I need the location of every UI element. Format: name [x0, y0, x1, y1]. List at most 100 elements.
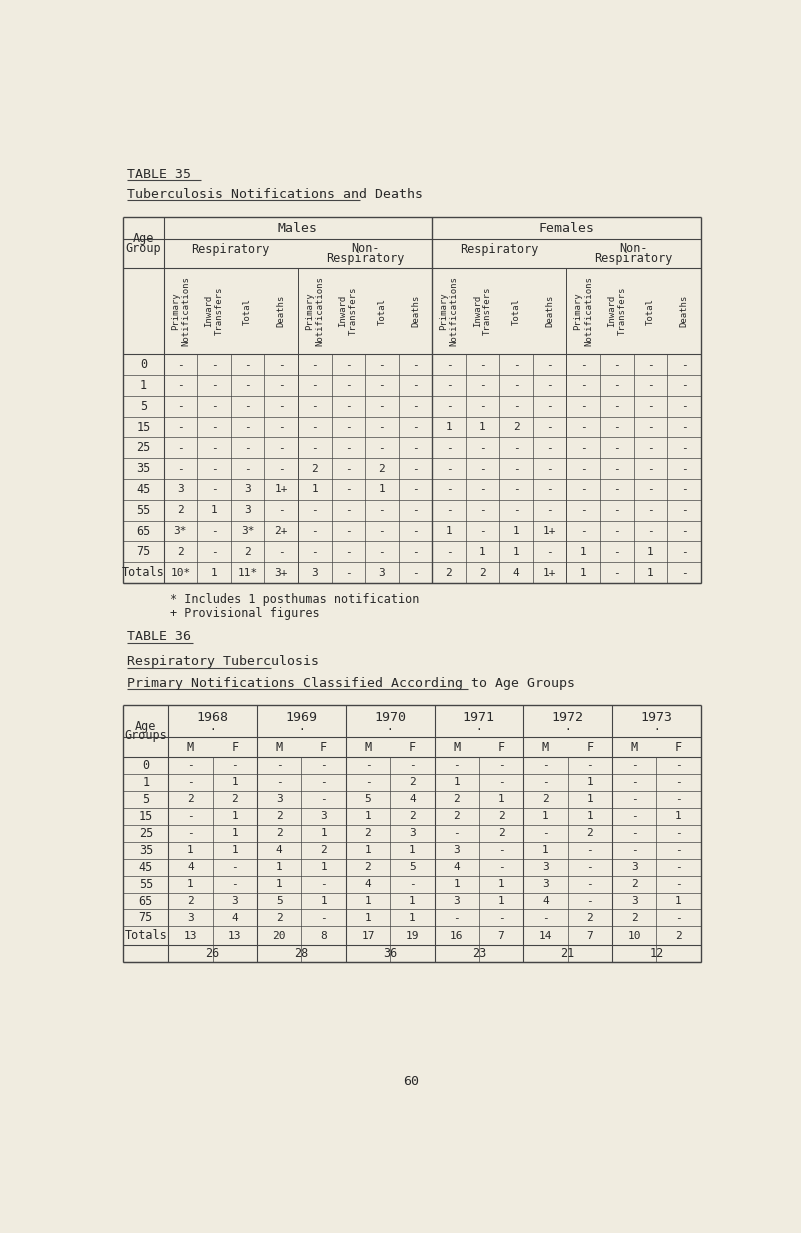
Text: -: - [312, 381, 318, 391]
Text: -: - [513, 401, 520, 412]
Text: -: - [580, 506, 586, 515]
Text: -: - [244, 401, 251, 412]
Text: M: M [453, 741, 461, 753]
Text: Respiratory: Respiratory [460, 243, 538, 256]
Text: 35: 35 [136, 462, 151, 475]
Text: 65: 65 [139, 894, 153, 907]
Text: 2: 2 [586, 912, 594, 924]
Text: -: - [412, 443, 419, 453]
Text: -: - [546, 546, 553, 557]
Text: 4: 4 [364, 879, 372, 889]
Text: 1: 1 [143, 776, 150, 789]
Text: -: - [445, 546, 453, 557]
Text: -: - [681, 526, 687, 536]
Text: 1: 1 [580, 567, 586, 577]
Text: -: - [445, 360, 453, 370]
Text: 1968: 1968 [197, 711, 229, 724]
Text: -: - [278, 381, 284, 391]
Text: 1: 1 [586, 811, 594, 821]
Text: Total: Total [512, 297, 521, 324]
Text: 19: 19 [405, 931, 419, 941]
Text: 21: 21 [561, 947, 575, 959]
Text: -: - [177, 381, 184, 391]
Text: -: - [546, 464, 553, 473]
Text: 5: 5 [143, 793, 150, 806]
Text: -: - [586, 879, 594, 889]
Text: 1: 1 [320, 862, 327, 872]
Text: 2: 2 [379, 464, 385, 473]
Text: Age: Age [133, 232, 155, 245]
Text: -: - [276, 778, 283, 788]
Text: 1: 1 [445, 526, 453, 536]
Text: Group: Group [126, 242, 161, 254]
Text: 1: 1 [409, 896, 416, 906]
Text: -: - [681, 381, 687, 391]
Text: 2: 2 [276, 912, 283, 924]
Text: -: - [586, 896, 594, 906]
Text: -: - [312, 422, 318, 432]
Text: 35: 35 [139, 843, 153, 857]
Text: F: F [586, 741, 594, 753]
Text: 1: 1 [647, 567, 654, 577]
Text: -: - [412, 381, 419, 391]
Text: 1: 1 [211, 567, 217, 577]
Text: -: - [479, 401, 486, 412]
Text: 36: 36 [383, 947, 397, 959]
Text: -: - [681, 443, 687, 453]
Text: 5: 5 [409, 862, 416, 872]
Text: -: - [513, 443, 520, 453]
Text: .: . [209, 723, 216, 732]
Text: 1: 1 [409, 845, 416, 856]
Text: 1: 1 [320, 896, 327, 906]
Text: 1: 1 [276, 862, 283, 872]
Text: M: M [364, 741, 372, 753]
Text: 10: 10 [627, 931, 641, 941]
Text: -: - [312, 506, 318, 515]
Text: 1: 1 [647, 546, 654, 557]
Text: -: - [211, 360, 217, 370]
Text: -: - [345, 381, 352, 391]
Text: -: - [345, 443, 352, 453]
Text: -: - [513, 506, 520, 515]
Text: M: M [187, 741, 194, 753]
Text: 2: 2 [276, 811, 283, 821]
Text: 4: 4 [276, 845, 283, 856]
Text: -: - [177, 464, 184, 473]
Text: 1+: 1+ [543, 526, 557, 536]
Text: -: - [614, 443, 620, 453]
Text: -: - [453, 829, 460, 838]
Text: Inward
Transfers: Inward Transfers [607, 287, 626, 335]
Text: 1: 1 [364, 896, 372, 906]
Text: -: - [244, 381, 251, 391]
Text: -: - [614, 485, 620, 494]
Text: -: - [675, 829, 682, 838]
Text: -: - [364, 778, 372, 788]
Text: -: - [379, 546, 385, 557]
Text: -: - [631, 811, 638, 821]
Text: -: - [412, 526, 419, 536]
Text: -: - [546, 485, 553, 494]
Text: 3: 3 [276, 794, 283, 804]
Text: -: - [580, 526, 586, 536]
Text: -: - [445, 485, 453, 494]
Text: -: - [647, 381, 654, 391]
Text: .: . [564, 723, 571, 732]
Text: F: F [320, 741, 327, 753]
Text: 1: 1 [364, 912, 372, 924]
Text: -: - [513, 360, 520, 370]
Text: 60: 60 [403, 1075, 419, 1089]
Text: Totals: Totals [122, 566, 165, 580]
Text: Females: Females [538, 222, 594, 234]
Text: -: - [412, 360, 419, 370]
Text: 1969: 1969 [285, 711, 317, 724]
Text: -: - [546, 360, 553, 370]
Text: -: - [675, 778, 682, 788]
Text: -: - [647, 506, 654, 515]
Text: 2: 2 [187, 794, 194, 804]
Text: -: - [586, 845, 594, 856]
Text: -: - [244, 464, 251, 473]
Text: -: - [542, 778, 549, 788]
Text: -: - [345, 422, 352, 432]
Text: -: - [580, 381, 586, 391]
Text: 4: 4 [187, 862, 194, 872]
